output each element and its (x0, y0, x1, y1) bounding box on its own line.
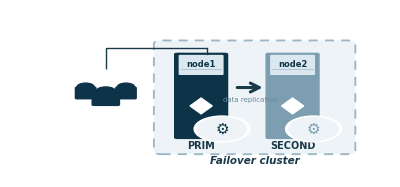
FancyBboxPatch shape (116, 87, 136, 99)
Polygon shape (190, 98, 212, 114)
Text: ⚙: ⚙ (215, 122, 229, 137)
Text: PRIM: PRIM (187, 141, 215, 151)
Text: data replication: data replication (222, 97, 277, 103)
Circle shape (286, 116, 341, 142)
Circle shape (117, 83, 135, 91)
Circle shape (289, 118, 338, 140)
FancyBboxPatch shape (179, 55, 224, 75)
Circle shape (77, 83, 94, 91)
Circle shape (96, 87, 116, 96)
FancyBboxPatch shape (266, 53, 320, 139)
Polygon shape (282, 98, 304, 114)
Text: node1: node1 (186, 60, 216, 69)
FancyBboxPatch shape (270, 55, 315, 75)
Text: node2: node2 (278, 60, 307, 69)
FancyBboxPatch shape (154, 40, 355, 154)
Text: SECOND: SECOND (270, 141, 315, 151)
FancyBboxPatch shape (174, 53, 228, 139)
Circle shape (198, 118, 247, 140)
Text: ⚙: ⚙ (307, 122, 320, 137)
Text: Failover cluster: Failover cluster (210, 156, 300, 166)
FancyBboxPatch shape (92, 91, 120, 105)
FancyBboxPatch shape (76, 87, 96, 99)
Circle shape (194, 116, 250, 142)
